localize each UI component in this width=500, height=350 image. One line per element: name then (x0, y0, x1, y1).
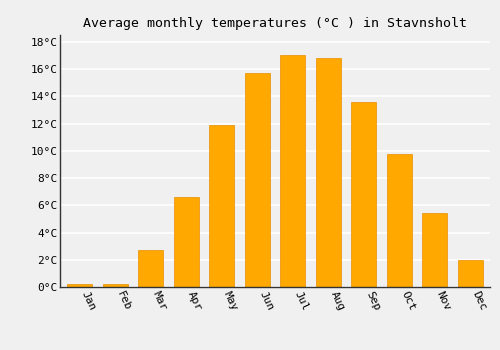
Bar (458, 260, 483, 287)
Bar (387, 154, 412, 287)
Bar (174, 197, 199, 287)
Bar (138, 250, 163, 287)
Bar (422, 214, 448, 287)
Bar (102, 284, 128, 287)
Bar (210, 125, 234, 287)
Bar (316, 58, 340, 287)
Title: Average monthly temperatures (°C ) in Stavnsholt: Average monthly temperatures (°C ) in St… (83, 17, 467, 30)
Bar (245, 73, 270, 287)
Bar (352, 102, 376, 287)
Bar (280, 55, 305, 287)
Bar (67, 284, 92, 287)
